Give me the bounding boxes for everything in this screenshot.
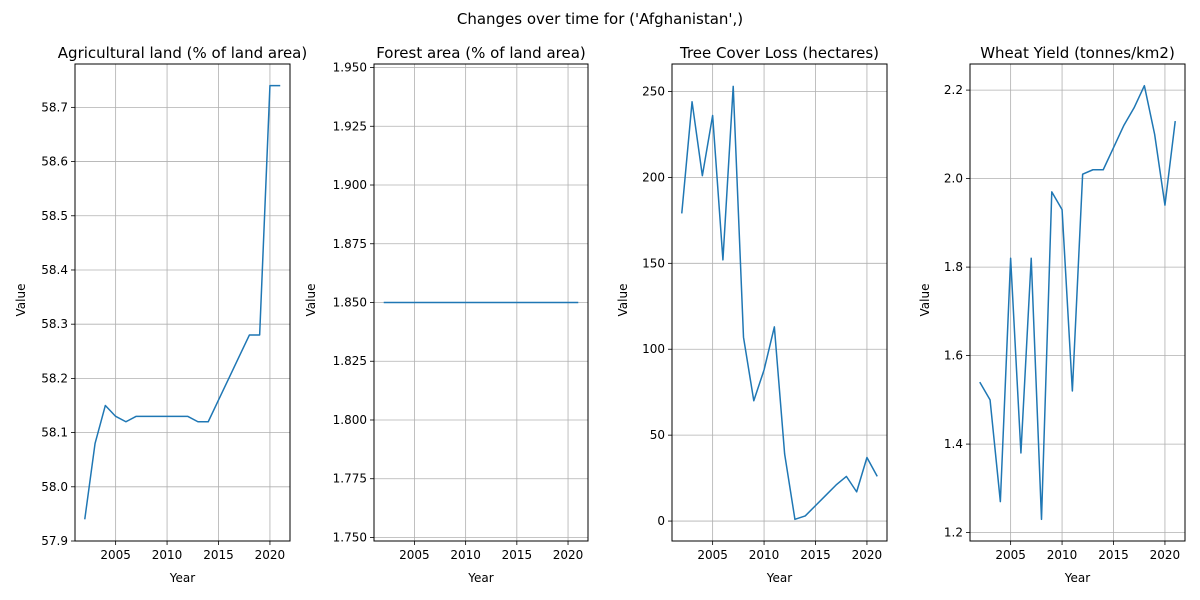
series-line — [84, 84, 281, 520]
subplot-title: Tree Cover Loss (hectares) — [679, 44, 879, 62]
y-tick-label: 100 — [642, 342, 665, 356]
plot-frame — [969, 63, 1186, 542]
subplot-agricultural-land: Agricultural land (% of land area) Year … — [14, 44, 307, 585]
y-axis-label: Value — [14, 284, 28, 317]
x-tick-label: 2015 — [502, 548, 533, 562]
y-tick-label: 1.850 — [333, 296, 367, 310]
x-tick-label: 2020 — [255, 548, 286, 562]
x-tick-label: 2010 — [1047, 548, 1078, 562]
y-tick-label: 1.950 — [333, 61, 367, 75]
y-tick-label: 58.3 — [41, 317, 68, 331]
y-tick-label: 2.2 — [944, 83, 963, 97]
y-tick-label: 57.9 — [41, 534, 68, 548]
x-axis-label: Year — [1064, 571, 1090, 585]
y-tick-label: 1.875 — [333, 237, 367, 251]
y-tick-label: 58.1 — [41, 426, 68, 440]
y-tick-label: 1.2 — [944, 526, 963, 540]
x-tick-label: 2010 — [152, 548, 183, 562]
y-tick-label: 2.0 — [944, 172, 963, 186]
x-tick-label: 2005 — [995, 548, 1026, 562]
series-line — [979, 84, 1176, 521]
x-tick-label: 2010 — [450, 548, 481, 562]
series-line — [681, 85, 878, 521]
x-tick-label: 2020 — [553, 548, 584, 562]
y-tick-label: 1.6 — [944, 349, 963, 363]
x-axis-label: Year — [169, 571, 195, 585]
y-tick-label: 1.825 — [333, 354, 367, 368]
y-tick-label: 1.900 — [333, 178, 367, 192]
x-axis-label: Year — [467, 571, 493, 585]
subplot-wheat-yield: Wheat Yield (tonnes/km2) Year Value 2005… — [918, 44, 1186, 585]
y-tick-label: 58.7 — [41, 100, 68, 114]
y-tick-label: 0 — [657, 514, 665, 528]
y-tick-label: 150 — [642, 256, 665, 270]
y-tick-label: 200 — [642, 170, 665, 184]
y-tick-label: 1.800 — [333, 413, 367, 427]
y-tick-label: 1.4 — [944, 437, 963, 451]
y-tick-label: 1.775 — [333, 472, 367, 486]
x-tick-label: 2005 — [399, 548, 430, 562]
y-tick-label: 1.750 — [333, 530, 367, 544]
y-tick-label: 1.925 — [333, 119, 367, 133]
plot-frame — [373, 63, 589, 542]
x-tick-label: 2015 — [203, 548, 234, 562]
x-tick-label: 2015 — [1098, 548, 1129, 562]
x-tick-label: 2020 — [852, 548, 883, 562]
y-axis-label: Value — [616, 284, 630, 317]
y-tick-label: 1.8 — [944, 260, 963, 274]
plot-frame — [74, 63, 291, 542]
x-axis-label: Year — [766, 571, 792, 585]
x-tick-label: 2015 — [800, 548, 831, 562]
y-tick-label: 58.6 — [41, 155, 68, 169]
y-tick-label: 50 — [650, 428, 665, 442]
y-tick-label: 58.5 — [41, 209, 68, 223]
x-tick-label: 2010 — [749, 548, 780, 562]
subplot-title: Forest area (% of land area) — [376, 44, 586, 62]
figure-suptitle: Changes over time for ('Afghanistan',) — [457, 10, 743, 28]
y-tick-label: 250 — [642, 84, 665, 98]
subplot-title: Agricultural land (% of land area) — [58, 44, 307, 62]
y-tick-label: 58.2 — [41, 371, 68, 385]
subplot-forest-area: Forest area (% of land area) Year Value … — [304, 44, 589, 585]
x-tick-label: 2020 — [1150, 548, 1181, 562]
subplot-tree-cover-loss: Tree Cover Loss (hectares) Year Value 20… — [616, 44, 888, 585]
x-tick-label: 2005 — [100, 548, 131, 562]
y-tick-label: 58.4 — [41, 263, 68, 277]
x-tick-label: 2005 — [697, 548, 728, 562]
plot-frame — [671, 63, 888, 542]
y-tick-label: 58.0 — [41, 480, 68, 494]
y-axis-label: Value — [918, 284, 932, 317]
subplot-title: Wheat Yield (tonnes/km2) — [980, 44, 1175, 62]
y-axis-label: Value — [304, 284, 318, 317]
